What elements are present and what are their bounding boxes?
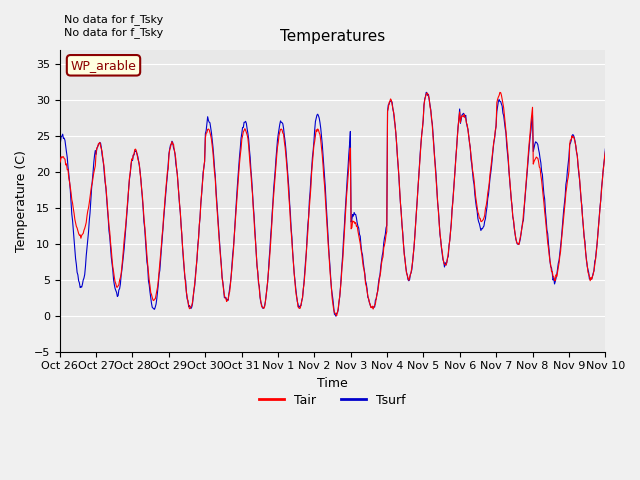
Tsurf bbox=[206, 120, 214, 126]
Text: No data for f_Tsky
No data for f_Tsky: No data for f_Tsky No data for f_Tsky bbox=[64, 14, 163, 38]
Tair bbox=[602, 149, 609, 155]
Tair bbox=[177, 223, 185, 229]
Tair bbox=[496, 90, 504, 96]
Line: Tair: Tair bbox=[60, 93, 605, 316]
Tsurf bbox=[399, 241, 407, 247]
Tair bbox=[56, 160, 63, 166]
Text: WP_arable: WP_arable bbox=[70, 59, 136, 72]
Tair bbox=[122, 223, 129, 228]
Tsurf bbox=[422, 89, 430, 95]
Tair bbox=[399, 242, 407, 248]
Line: Tsurf: Tsurf bbox=[60, 92, 605, 316]
Title: Temperatures: Temperatures bbox=[280, 29, 385, 44]
Y-axis label: Temperature (C): Temperature (C) bbox=[15, 150, 28, 252]
Tair bbox=[333, 313, 340, 319]
Tsurf bbox=[602, 146, 609, 152]
X-axis label: Time: Time bbox=[317, 377, 348, 390]
Tsurf bbox=[122, 226, 129, 232]
Tsurf bbox=[56, 143, 63, 148]
Tsurf bbox=[177, 222, 185, 228]
Tsurf bbox=[66, 179, 74, 185]
Tair bbox=[206, 130, 214, 135]
Legend: Tair, Tsurf: Tair, Tsurf bbox=[254, 389, 411, 412]
Tsurf bbox=[332, 313, 340, 319]
Tair bbox=[66, 179, 74, 184]
Tsurf bbox=[415, 162, 423, 168]
Tair bbox=[415, 164, 423, 170]
